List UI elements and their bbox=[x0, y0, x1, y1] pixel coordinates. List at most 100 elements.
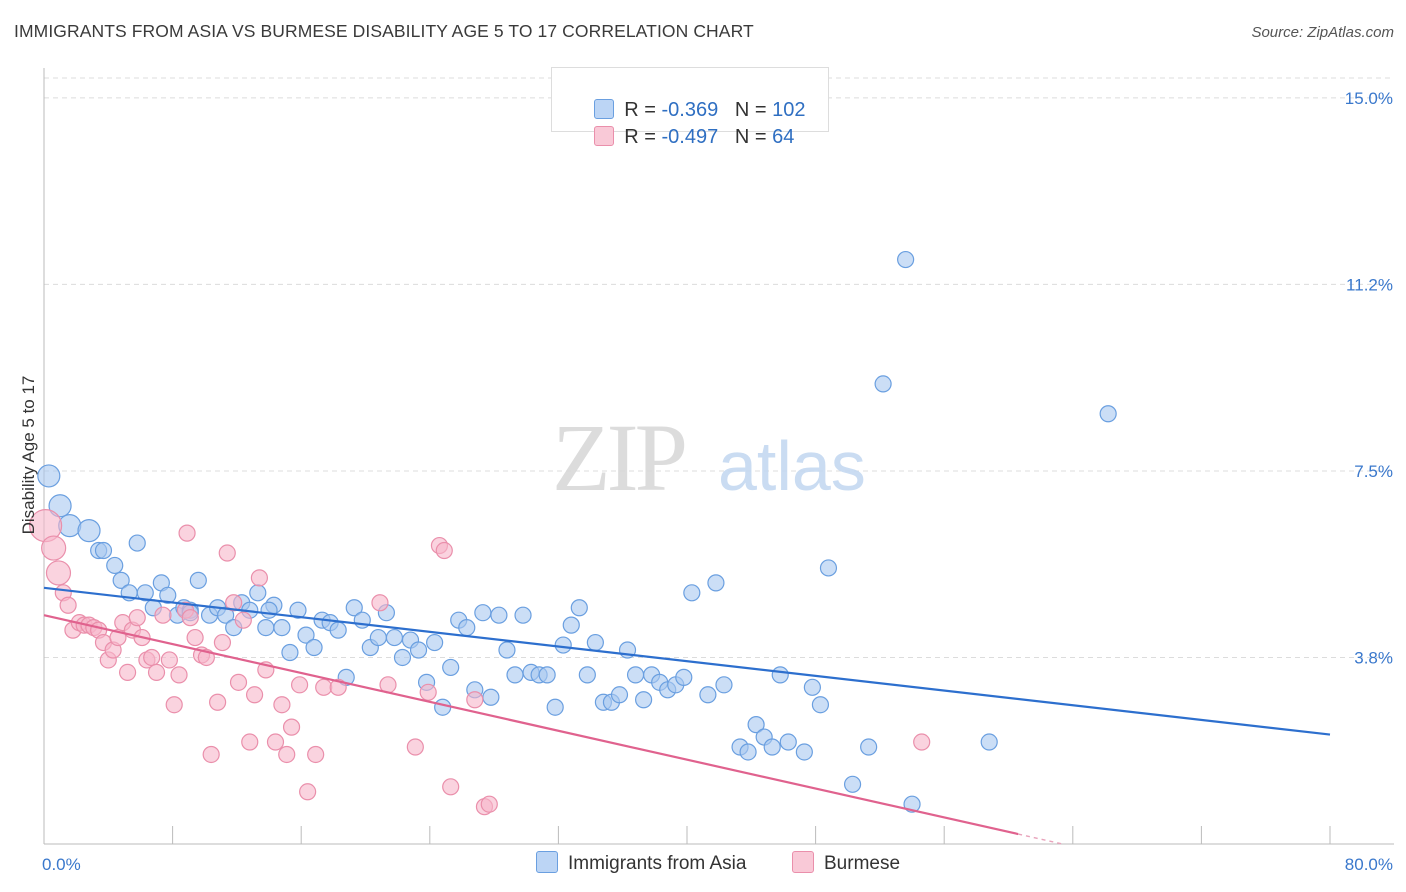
burmese-point bbox=[406, 738, 424, 756]
asia-point bbox=[634, 691, 653, 709]
asia-point bbox=[739, 743, 757, 761]
asia-point bbox=[860, 738, 878, 756]
asia-point bbox=[699, 686, 717, 704]
asia-point bbox=[610, 686, 629, 704]
burmese-trend-line bbox=[43, 614, 1019, 836]
asia-point bbox=[514, 606, 532, 624]
burmese-point bbox=[234, 611, 252, 629]
asia-point bbox=[281, 643, 299, 662]
bottom-asia-swatch bbox=[536, 851, 558, 873]
burmese-point bbox=[229, 673, 248, 691]
burmese-points bbox=[29, 509, 931, 816]
asia-point bbox=[189, 571, 207, 589]
burmese-r-label: R = bbox=[624, 126, 662, 148]
burmese-point bbox=[250, 569, 269, 587]
asia-point bbox=[554, 636, 572, 654]
burmese-point bbox=[278, 745, 296, 764]
axes bbox=[43, 68, 1394, 845]
asia-point bbox=[369, 628, 387, 647]
legend-row-burmese: R = -0.497 N = 64 bbox=[572, 103, 794, 148]
burmese-n-value: 64 bbox=[772, 126, 795, 148]
asia-point bbox=[747, 716, 765, 734]
asia-point bbox=[249, 584, 267, 602]
asia-point bbox=[77, 519, 101, 543]
asia-point bbox=[48, 494, 72, 518]
asia-point bbox=[257, 619, 275, 637]
asia-point bbox=[434, 698, 452, 716]
burmese-point bbox=[419, 683, 437, 701]
asia-point bbox=[803, 678, 821, 696]
asia-point bbox=[586, 633, 604, 652]
chart-title: IMMIGRANTS FROM ASIA VS BURMESE DISABILI… bbox=[14, 21, 754, 41]
asia-point bbox=[779, 733, 797, 751]
burmese-point bbox=[307, 745, 325, 764]
chart-source: Source: ZipAtlas.com bbox=[1251, 24, 1394, 41]
asia-point bbox=[260, 601, 278, 619]
asia-point bbox=[578, 666, 596, 684]
asia-point bbox=[506, 666, 524, 684]
stats-legend: R = -0.369 N = 102 R = -0.497 N = 64 bbox=[551, 67, 829, 148]
asia-point bbox=[538, 666, 556, 684]
asia-point bbox=[385, 628, 404, 647]
asia-point bbox=[217, 606, 235, 624]
burmese-point bbox=[143, 648, 161, 667]
burmese-point bbox=[273, 696, 291, 714]
burmese-trend-extension bbox=[1017, 833, 1065, 846]
asia-n-label: N = bbox=[734, 99, 773, 121]
asia-n-value: 102 bbox=[772, 99, 806, 121]
asia-point bbox=[675, 668, 693, 686]
asia-point bbox=[273, 619, 291, 637]
asia-point bbox=[562, 616, 580, 634]
bottom-legend-asia: Immigrants from Asia bbox=[536, 851, 746, 875]
asia-point bbox=[345, 599, 363, 617]
watermark: ZIP atlas bbox=[552, 404, 866, 511]
trend-lines bbox=[43, 586, 1331, 846]
asia-point bbox=[819, 559, 838, 577]
asia-point bbox=[426, 633, 444, 652]
burmese-point bbox=[178, 524, 196, 542]
asia-point bbox=[490, 606, 508, 624]
asia-point bbox=[498, 641, 516, 659]
asia-point bbox=[112, 571, 130, 589]
asia-points bbox=[37, 250, 1117, 813]
burmese-point bbox=[128, 609, 146, 627]
asia-point bbox=[546, 698, 564, 716]
asia-swatch bbox=[594, 99, 615, 119]
asia-point bbox=[707, 574, 725, 592]
asia-point bbox=[474, 604, 492, 622]
burmese-point bbox=[41, 535, 67, 561]
burmese-n-label: N = bbox=[734, 126, 773, 148]
asia-point bbox=[843, 775, 862, 793]
y-tick-label: 15.0% bbox=[1345, 89, 1393, 108]
burmese-point bbox=[282, 718, 301, 736]
burmese-point bbox=[315, 678, 333, 696]
burmese-swatch bbox=[594, 126, 615, 146]
burmese-point bbox=[371, 594, 389, 612]
watermark-zip: ZIP bbox=[552, 404, 685, 511]
bottom-burmese-label: Burmese bbox=[824, 853, 901, 874]
burmese-point bbox=[913, 733, 931, 751]
burmese-point bbox=[154, 606, 172, 624]
x-tick-label: 80.0% bbox=[1345, 855, 1393, 874]
asia-point bbox=[570, 599, 588, 617]
asia-point bbox=[37, 464, 61, 488]
y-tick-label: 11.2% bbox=[1346, 275, 1393, 294]
x-tick-label: 0.0% bbox=[42, 855, 81, 874]
burmese-point bbox=[466, 691, 484, 709]
burmese-point bbox=[147, 663, 166, 681]
asia-point bbox=[1099, 405, 1117, 423]
burmese-point bbox=[118, 663, 137, 681]
asia-point bbox=[897, 250, 915, 269]
burmese-point bbox=[186, 628, 204, 647]
burmese-point bbox=[160, 651, 178, 669]
asia-r-value: -0.369 bbox=[661, 99, 719, 121]
burmese-r-value: -0.497 bbox=[661, 126, 719, 148]
asia-point bbox=[297, 626, 315, 644]
burmese-point bbox=[480, 795, 498, 813]
asia-point bbox=[626, 666, 645, 684]
burmese-point bbox=[266, 733, 285, 751]
burmese-point bbox=[245, 686, 264, 704]
gridlines bbox=[44, 77, 1394, 658]
asia-point bbox=[393, 648, 412, 667]
